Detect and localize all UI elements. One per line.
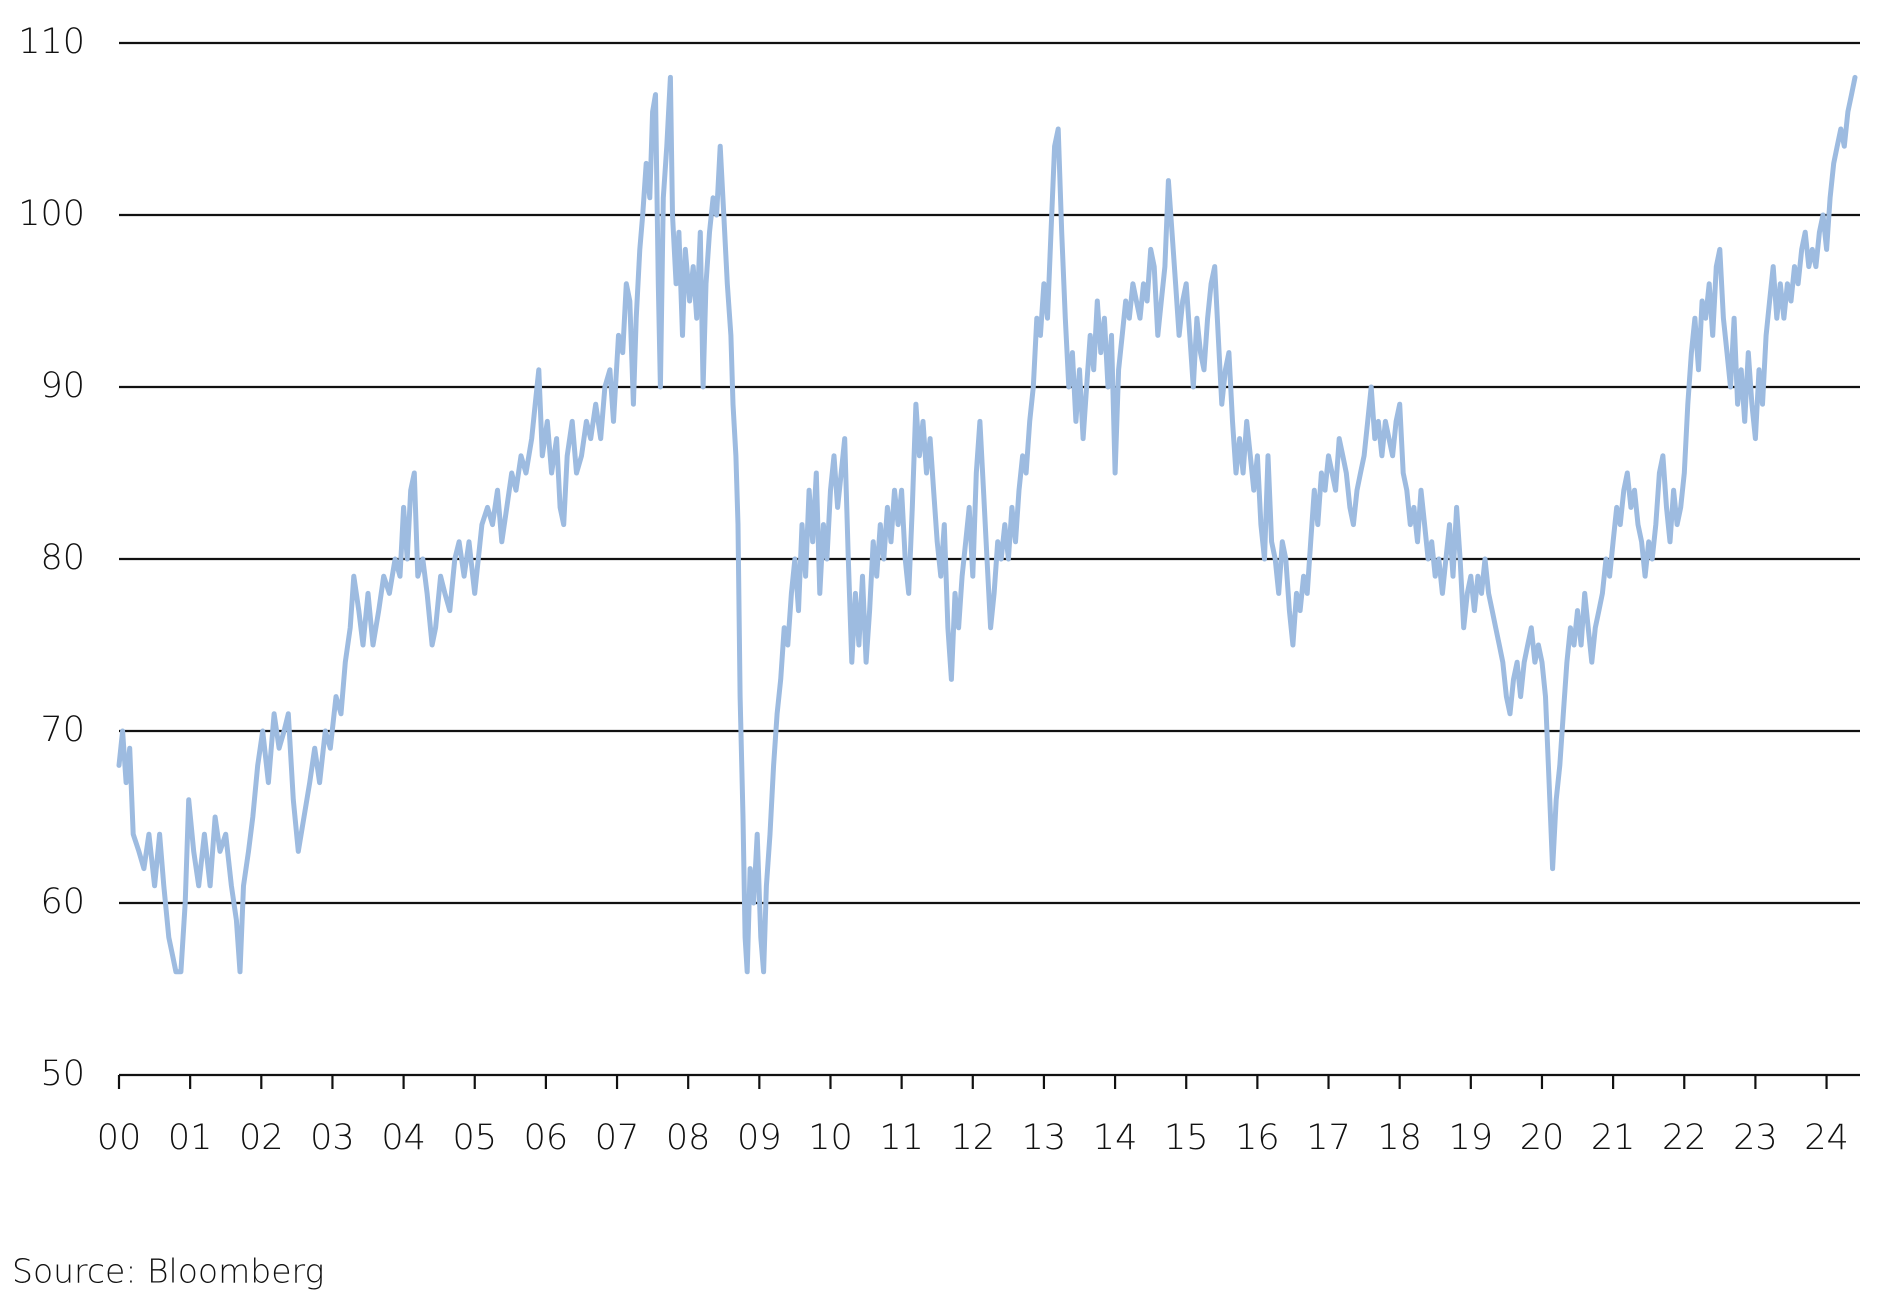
x-tick-label: 16 [1235, 1118, 1280, 1158]
x-tick-label: 07 [595, 1118, 640, 1158]
x-tick-label: 19 [1449, 1118, 1494, 1158]
x-tick-label: 23 [1733, 1118, 1778, 1158]
x-tick-label: 21 [1591, 1118, 1636, 1158]
y-tick-label: 70 [40, 710, 85, 750]
source-note: Source: Bloomberg [12, 1252, 324, 1291]
x-tick-label: 08 [666, 1118, 711, 1158]
x-tick-label: 04 [381, 1118, 426, 1158]
x-tick-label: 18 [1377, 1118, 1422, 1158]
y-tick-label: 110 [18, 22, 85, 62]
x-tick-label: 17 [1306, 1118, 1351, 1158]
y-tick-label: 50 [40, 1054, 85, 1094]
x-tick-label: 20 [1520, 1118, 1565, 1158]
x-tick-label: 11 [879, 1118, 924, 1158]
y-tick-label: 90 [40, 366, 85, 406]
y-tick-label: 80 [40, 538, 85, 578]
x-tick-label: 12 [951, 1118, 996, 1158]
y-tick-label: 60 [40, 882, 85, 922]
x-tick-label: 13 [1022, 1118, 1067, 1158]
x-tick-label: 06 [524, 1118, 569, 1158]
x-tick-label: 02 [239, 1118, 284, 1158]
y-tick-label: 100 [18, 194, 85, 234]
x-tick-label: 00 [97, 1118, 142, 1158]
x-tick-label: 14 [1093, 1118, 1138, 1158]
x-tick-label: 05 [452, 1118, 497, 1158]
x-tick-label: 03 [310, 1118, 355, 1158]
x-tick-label: 15 [1164, 1118, 1209, 1158]
x-tick-label: 24 [1804, 1118, 1849, 1158]
x-tick-label: 10 [808, 1118, 853, 1158]
x-tick-label: 09 [737, 1118, 782, 1158]
x-tick-label: 01 [168, 1118, 213, 1158]
data-line [116, 74, 1858, 975]
x-tick-label: 22 [1662, 1118, 1707, 1158]
